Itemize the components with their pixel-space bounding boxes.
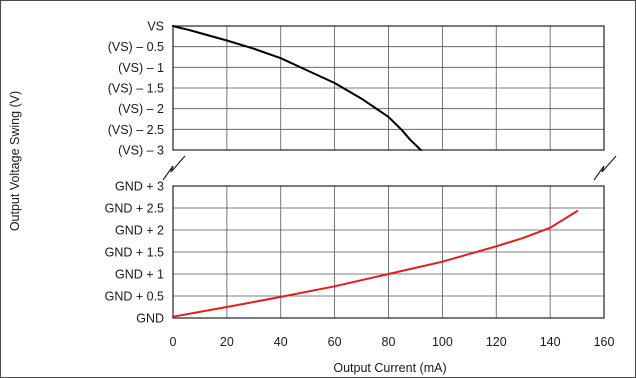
upper-plot-frame (172, 25, 605, 151)
axis-break-marks (162, 155, 617, 181)
upper-y-tick-label: (VS) – 1 (118, 61, 164, 75)
upper-y-tick-label: (VS) – 1.5 (108, 82, 164, 96)
x-tick-labels: 0 20 40 60 80 100 120 140 160 (170, 335, 615, 349)
x-tick-label-60: 60 (328, 335, 342, 349)
lower-y-tick-labels: GND + 3 GND + 2.5 GND + 2 GND + 1.5 GND + 1 G… (105, 180, 164, 326)
x-tick-label-140: 140 (540, 335, 561, 349)
x-tick-label-0: 0 (170, 335, 177, 349)
upper-y-tick-label: (VS) – 2.5 (108, 123, 164, 137)
lower-y-tick-label: GND + 1.5 (105, 246, 164, 260)
lower-plot-frame (172, 185, 605, 319)
lower-y-tick-label: GND + 2.5 (105, 202, 164, 216)
lower-panel-grid (172, 185, 605, 319)
lower-y-tick-label: GND + 3 (115, 180, 164, 194)
upper-y-tick-label: (VS) – 2 (118, 102, 164, 116)
x-tick-label-80: 80 (382, 335, 396, 349)
lower-y-tick-label: GND + 2 (115, 224, 164, 238)
x-tick-label-40: 40 (274, 335, 288, 349)
x-axis-label: Output Current (mA) (333, 361, 446, 375)
upper-y-tick-labels: VS (VS) – 0.5 (VS) – 1 (VS) – 1.5 (VS) – 2 (V… (108, 20, 164, 158)
y-axis-label: Output Voltage Swing (V) (8, 91, 22, 231)
x-tick-label-120: 120 (486, 335, 507, 349)
upper-y-tick-label: (VS) – 3 (118, 144, 164, 158)
upper-series-line (172, 25, 422, 151)
upper-y-tick-label: (VS) – 0.5 (108, 40, 164, 54)
x-tick-label-100: 100 (432, 335, 453, 349)
x-tick-label-160: 160 (594, 335, 615, 349)
left-axis-break-mark (162, 155, 186, 181)
upper-y-tick-label: VS (147, 20, 164, 34)
data-curves (172, 25, 579, 318)
lower-y-tick-label: GND + 1 (115, 268, 164, 282)
right-axis-break-mark (593, 155, 617, 181)
lower-y-tick-label: GND + 0.5 (105, 290, 164, 304)
lower-series-line (172, 210, 579, 318)
lower-y-tick-label: GND (136, 312, 164, 326)
x-tick-label-20: 20 (220, 335, 234, 349)
